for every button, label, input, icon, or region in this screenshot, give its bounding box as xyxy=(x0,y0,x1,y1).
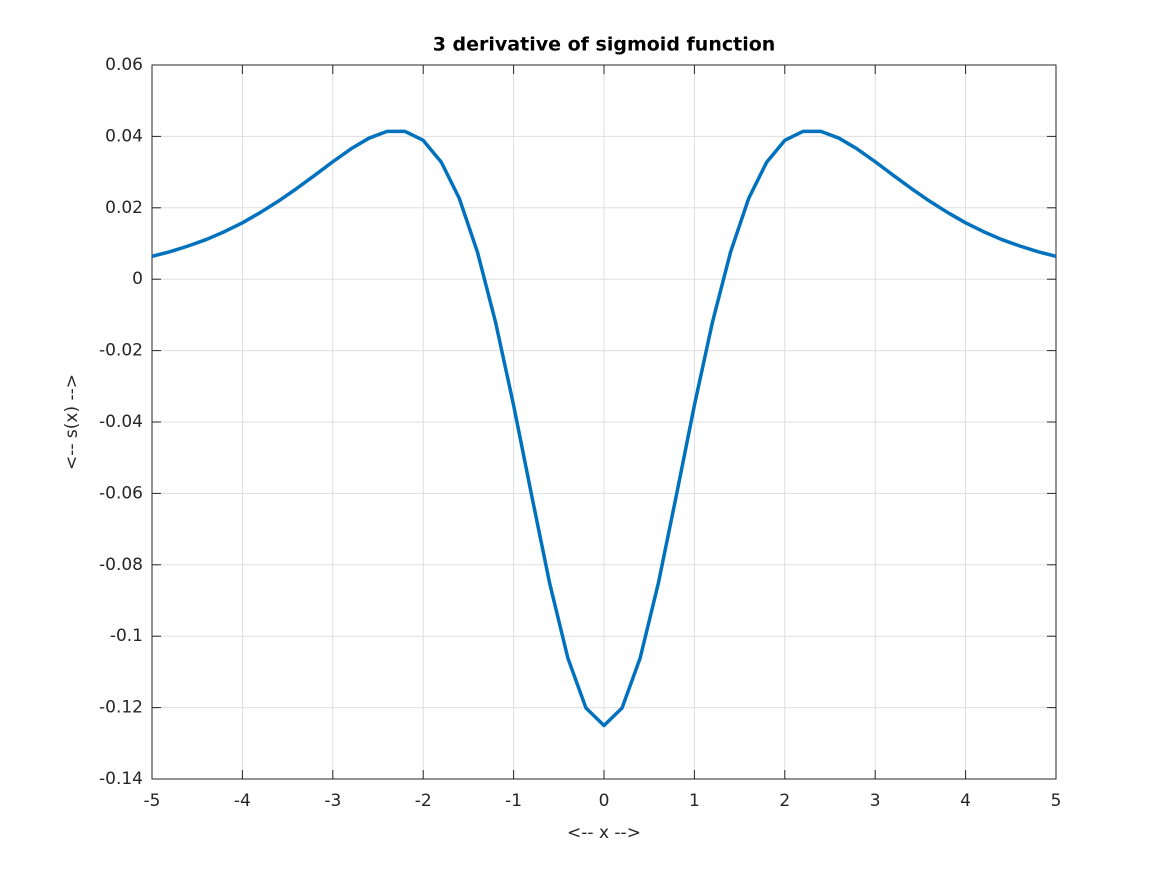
y-tick-label: -0.14 xyxy=(99,769,143,789)
x-tick-label: 2 xyxy=(779,791,790,811)
x-tick-label: -2 xyxy=(415,791,432,811)
x-tick-label: 3 xyxy=(870,791,881,811)
y-tick-label: -0.04 xyxy=(99,412,143,432)
x-tick-label: -5 xyxy=(144,791,161,811)
axes-box xyxy=(151,64,1057,780)
y-tick-label: -0.02 xyxy=(99,341,143,361)
y-tick-label: 0 xyxy=(132,269,143,289)
line xyxy=(151,129,1057,728)
chart-title: 3 derivative of sigmoid function xyxy=(433,34,776,56)
x-axis-label: <-- x --> xyxy=(567,823,641,843)
y-tick-label: -0.1 xyxy=(110,626,143,646)
y-tick-label: -0.06 xyxy=(99,483,143,503)
y-tick-label: -0.08 xyxy=(99,555,143,575)
y-tick-label: 0.02 xyxy=(105,198,143,218)
x-tick-label: -1 xyxy=(505,791,522,811)
y-tick-label: -0.12 xyxy=(99,698,143,718)
x-tick-label: 4 xyxy=(960,791,971,811)
x-tick-label: 5 xyxy=(1051,791,1062,811)
y-tick-label: 0.04 xyxy=(105,126,143,146)
x-tick-label: 0 xyxy=(599,791,610,811)
y-axis-label: <-- s(x) --> xyxy=(62,374,82,470)
x-tick-label: -3 xyxy=(324,791,341,811)
y-tick-label: 0.06 xyxy=(105,55,143,75)
x-tick-label: -4 xyxy=(234,791,251,811)
x-tick-label: 1 xyxy=(689,791,700,811)
